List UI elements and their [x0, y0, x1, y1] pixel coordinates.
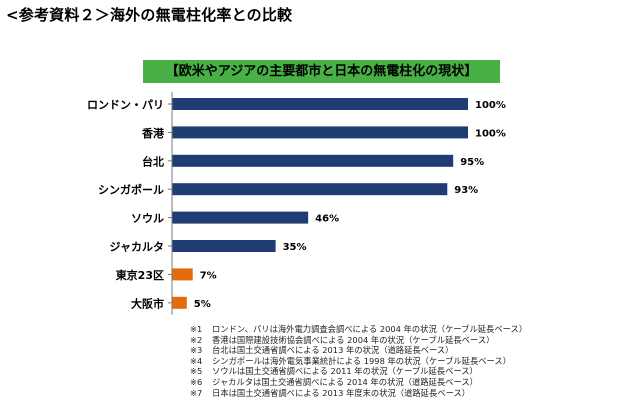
- bar: [172, 98, 468, 110]
- footnote-mark: ※7: [190, 387, 203, 398]
- category-label: ロンドン・パリ: [87, 99, 164, 112]
- chart-title: 【欧米やアジアの主要都市と日本の無電柱化の現状】: [143, 60, 500, 83]
- bar: [172, 211, 309, 224]
- bar: [172, 296, 187, 309]
- value-label: 95%: [460, 157, 484, 168]
- bar: [172, 268, 193, 281]
- page-heading: <参考資料２＞海外の無電柱化率との比較: [6, 6, 293, 24]
- value-label: 5%: [194, 299, 211, 310]
- footnote-mark: ※5: [190, 366, 203, 377]
- bar: [172, 183, 448, 196]
- footnote-item: ※3 台北は国土交通省調べによる 2013 年の状況（道路延長ベース）: [190, 345, 635, 356]
- bar: [172, 126, 468, 139]
- category-label: ソウル: [131, 212, 164, 225]
- bar: [172, 154, 454, 167]
- category-label: 大阪市: [131, 296, 164, 310]
- footnote-mark: ※4: [190, 355, 203, 366]
- category-label: 台北: [142, 154, 164, 168]
- footnote-item: ※4 シンガポールは海外電気事業統計による 1998 年の状況（ケーブル延長ベース…: [190, 356, 635, 367]
- value-label: 46%: [315, 214, 339, 225]
- bar: [172, 240, 276, 252]
- footnote-item: ※7 日本は国土交通省調べによる 2013 年度末の状況（道路延長ベース）: [190, 388, 635, 399]
- footnote-mark: ※6: [190, 376, 203, 387]
- footnote-mark: ※2: [190, 334, 203, 345]
- footnote-text: ソウルは国土交通省調べによる 2011 年の状況（ケーブル延長ベース）: [212, 366, 478, 377]
- footnote-item: ※5 ソウルは国土交通省調べによる 2011 年の状況（ケーブル延長ベース）: [190, 366, 635, 377]
- category-label: シンガポール: [98, 183, 164, 197]
- category-label: ジャカルタ: [110, 241, 164, 254]
- category-label: 香港: [141, 126, 165, 140]
- footnote-mark: ※1: [190, 324, 203, 334]
- footnote-text: 香港は国際建設技術協会調べによる 2004 年の状況（ケーブル延長ベース）: [212, 334, 495, 345]
- footnote-item: ※1 ロンドン、パリは海外電力調査会調べによる 2004 年の状況（ケーブル延長ベ…: [190, 324, 635, 335]
- footnote-text: 台北は国土交通省調べによる 2013 年の状況（道路延長ベース）: [212, 345, 454, 356]
- footnote-mark: ※3: [190, 345, 203, 356]
- footnote-item: ※6 ジャカルタは国土交通省調べによる 2014 年の状況（道路延長ベース）: [190, 377, 635, 388]
- footnote-text: ジャカルタは国土交通省調べによる 2014 年の状況（道路延長ベース）: [212, 376, 478, 387]
- category-label: 東京23区: [116, 268, 164, 282]
- footnote-text: ロンドン、パリは海外電力調査会調べによる 2004 年の状況（ケーブル延長ベース…: [212, 324, 528, 334]
- footnotes: ※1 ロンドン、パリは海外電力調査会調べによる 2004 年の状況（ケーブル延長ベ…: [190, 324, 635, 398]
- value-label: 100%: [475, 128, 506, 139]
- value-label: 35%: [283, 242, 307, 253]
- footnote-text: シンガポールは海外電気事業統計による 1998 年の状況（ケーブル延長ベース）: [212, 355, 512, 366]
- value-label: 93%: [454, 185, 478, 196]
- value-label: 7%: [200, 270, 217, 281]
- footnote-item: ※2 香港は国際建設技術協会調べによる 2004 年の状況（ケーブル延長ベース）: [190, 335, 635, 346]
- footnote-text: 日本は国土交通省調べによる 2013 年度末の状況（道路延長ベース）: [212, 387, 471, 398]
- value-label: 100%: [475, 100, 506, 111]
